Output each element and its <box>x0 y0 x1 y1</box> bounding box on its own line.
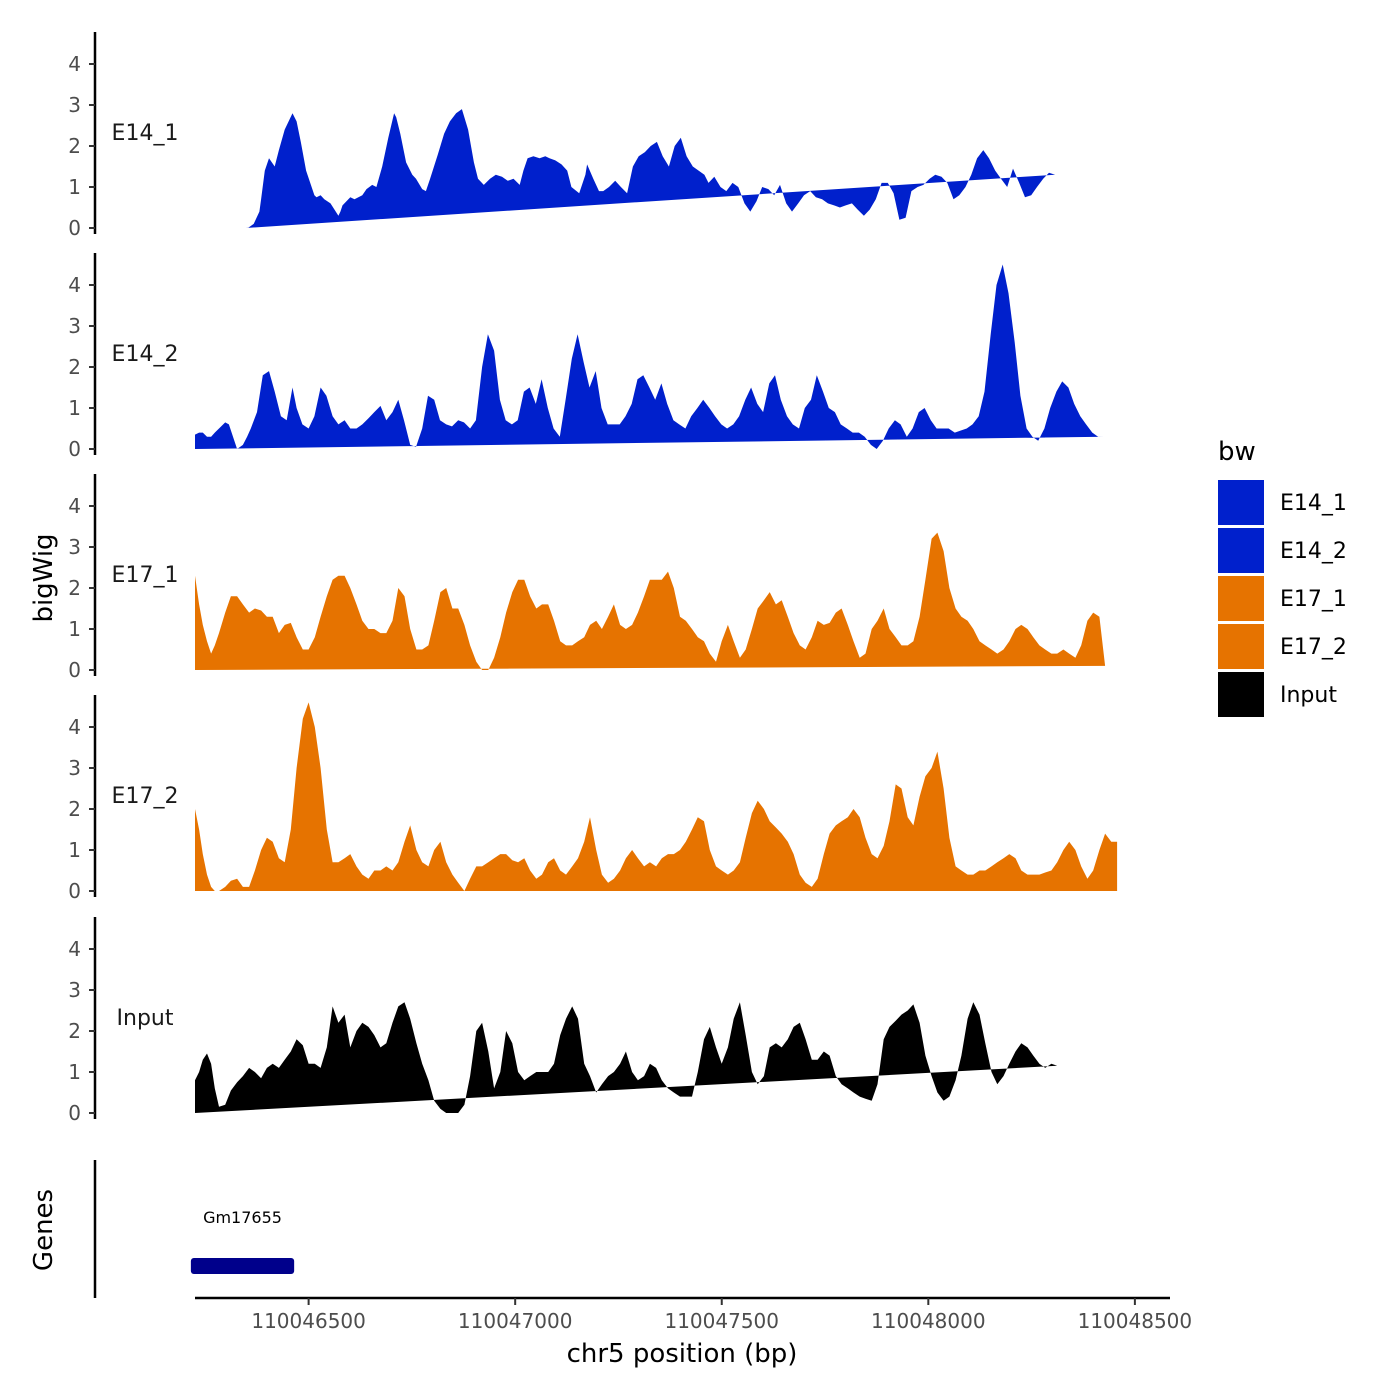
y-tick-label: 3 <box>68 978 81 1002</box>
legend-title: bw <box>1218 437 1256 467</box>
track-label: E17_2 <box>112 784 179 809</box>
legend-entry-label: E17_2 <box>1280 635 1347 660</box>
y-tick-label: 1 <box>68 1060 81 1084</box>
track-panel-e17_2: 0 1 2 3 4 E17_2 <box>68 695 1118 903</box>
genes-panel: Gm17655 <box>93 1160 295 1298</box>
track-label: E14_2 <box>112 342 179 367</box>
track-panel-e14_2: 0 1 2 3 4 E14_2 <box>68 253 1105 461</box>
track-label: E14_1 <box>112 121 179 146</box>
legend-entry-label: E17_1 <box>1280 587 1347 612</box>
y-tick-label: 2 <box>68 797 81 821</box>
track-area-e14_2 <box>195 264 1105 449</box>
legend: bw E14_1 E14_2 E17_1 E17_2 Input <box>1218 437 1347 717</box>
y-tick-label: 3 <box>68 756 81 780</box>
y-tick-label: 0 <box>68 658 81 682</box>
track-area-e17_1 <box>195 532 1106 670</box>
y-tick-label: 1 <box>68 396 81 420</box>
y-tick-label: 3 <box>68 535 81 559</box>
gene-label: Gm17655 <box>203 1208 282 1227</box>
legend-entry-label: E14_2 <box>1280 539 1347 564</box>
y-tick-label: 3 <box>68 314 81 338</box>
x-tick-label: 110047000 <box>458 1309 573 1333</box>
bigwig-tracks: 0 1 2 3 4 E14_1 0 1 2 3 4 E14_2 0 1 2 3 4 E17_1 0 1 2 3 4 E17_2… <box>68 32 1118 1125</box>
y-axis-title: bigWig <box>29 533 59 622</box>
track-panel-e14_1: 0 1 2 3 4 E14_1 <box>68 32 1056 240</box>
y-tick-label: 2 <box>68 355 81 379</box>
y-tick-label: 2 <box>68 576 81 600</box>
track-area-e17_2 <box>195 702 1118 891</box>
track-area-e14_1 <box>245 109 1056 228</box>
y-tick-label: 3 <box>68 93 81 117</box>
y-tick-label: 0 <box>68 216 81 240</box>
x-tick-label: 110048000 <box>871 1309 986 1333</box>
track-label: E17_1 <box>112 563 179 588</box>
y-tick-label: 0 <box>68 879 81 903</box>
x-axis: 110046500 110047000 110047500 110048000 1100… <box>195 1296 1193 1333</box>
genes-axis-title: Genes <box>29 1189 59 1271</box>
x-tick-label: 110047500 <box>664 1309 779 1333</box>
y-tick-label: 1 <box>68 838 81 862</box>
y-tick-label: 0 <box>68 437 81 461</box>
y-tick-label: 2 <box>68 134 81 158</box>
legend-entry-label: E14_1 <box>1280 491 1347 516</box>
y-tick-label: 4 <box>68 937 81 961</box>
y-tick-label: 4 <box>68 715 81 739</box>
y-tick-label: 1 <box>68 175 81 199</box>
legend-swatch <box>1218 480 1264 525</box>
track-area-input <box>195 1002 1058 1113</box>
track-panel-e17_1: 0 1 2 3 4 E17_1 <box>68 474 1106 682</box>
legend-swatch <box>1218 576 1264 621</box>
y-tick-label: 2 <box>68 1019 81 1043</box>
gene-body <box>190 1258 295 1274</box>
y-tick-label: 1 <box>68 617 81 641</box>
y-tick-label: 4 <box>68 273 81 297</box>
track-panel-input: 0 1 2 3 4 Input <box>68 917 1058 1125</box>
legend-swatch <box>1218 624 1264 669</box>
y-tick-label: 4 <box>68 52 81 76</box>
y-tick-label: 0 <box>68 1101 81 1125</box>
legend-entry-label: Input <box>1280 683 1337 708</box>
x-tick-label: 110046500 <box>251 1309 366 1333</box>
track-label: Input <box>117 1006 174 1031</box>
x-tick-label: 110048500 <box>1078 1309 1193 1333</box>
x-axis-title: chr5 position (bp) <box>567 1339 798 1369</box>
y-tick-label: 4 <box>68 494 81 518</box>
legend-swatch <box>1218 528 1264 573</box>
legend-swatch <box>1218 672 1264 717</box>
